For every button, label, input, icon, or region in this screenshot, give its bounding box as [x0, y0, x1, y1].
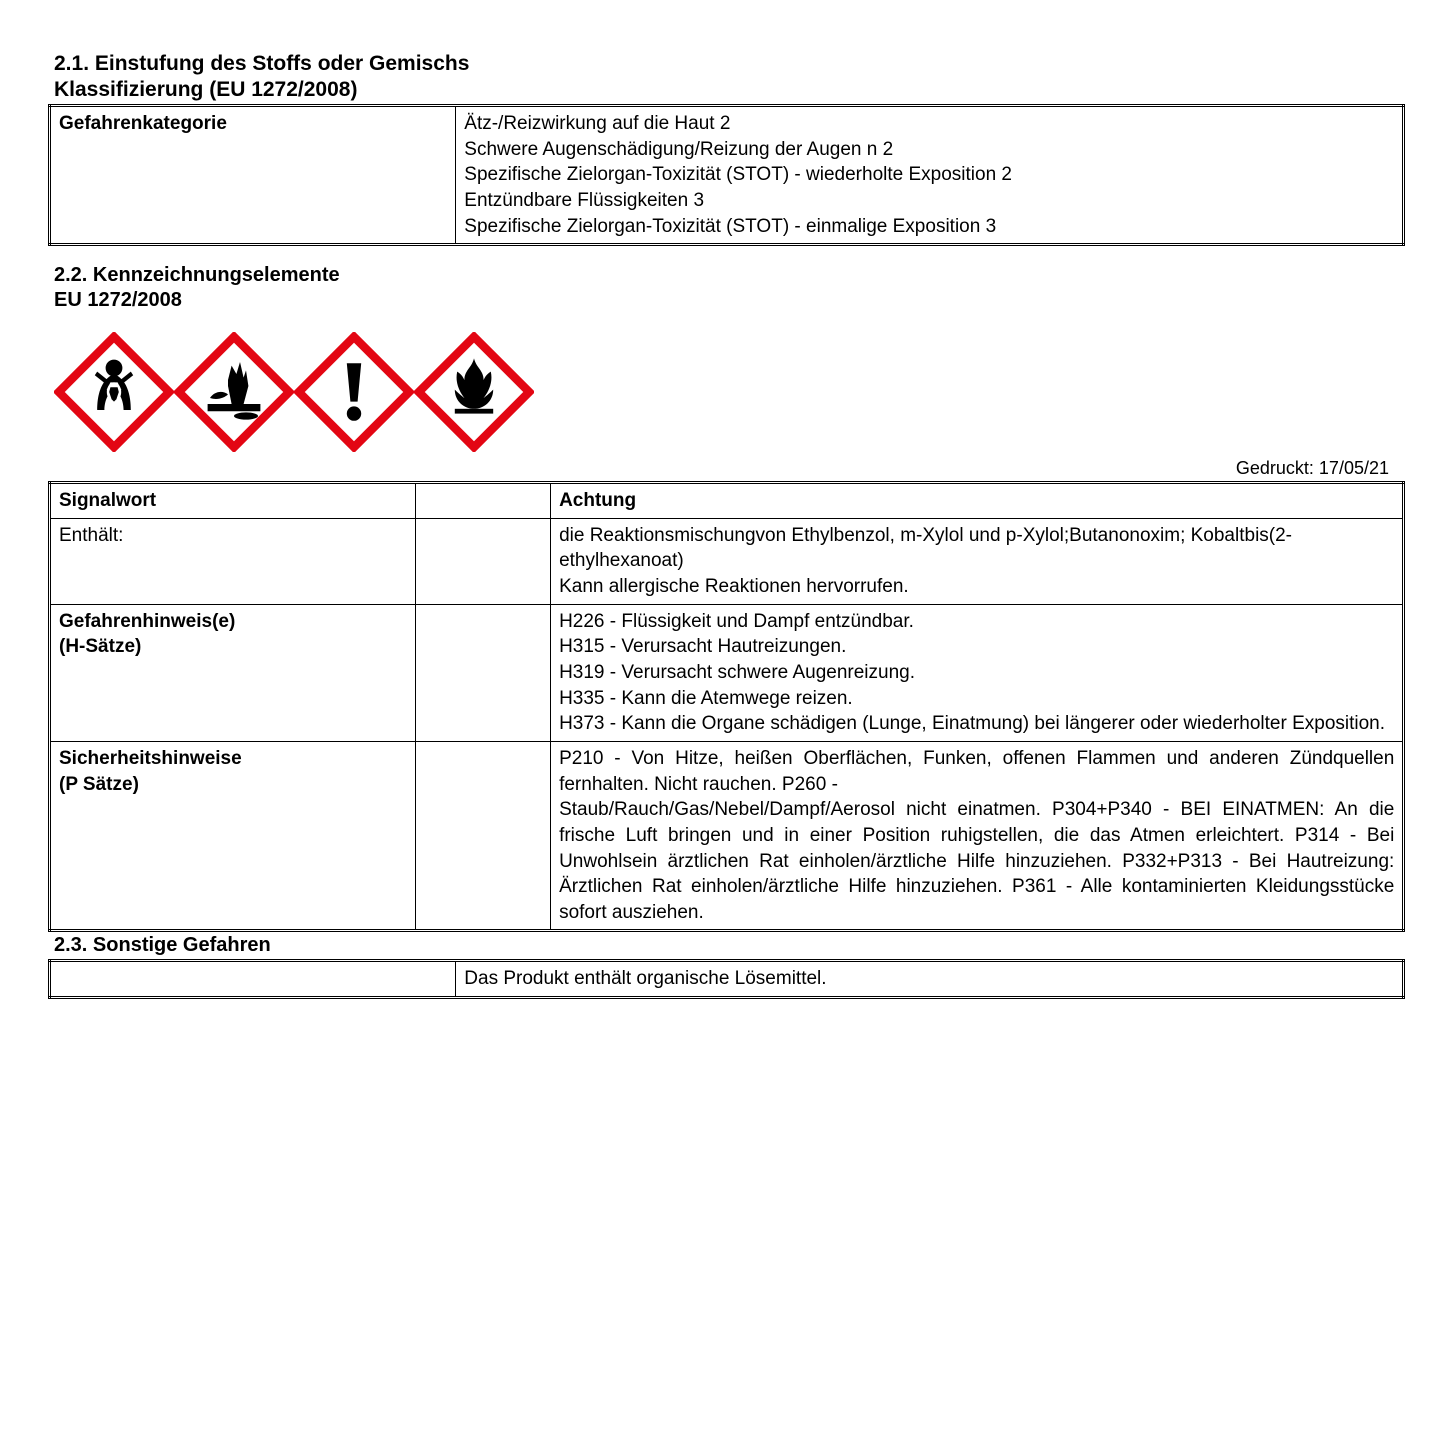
table2-row-value: die Reaktionsmischungvon Ethylbenzol, m-…: [551, 518, 1404, 604]
table2-row-value: Achtung: [551, 483, 1404, 519]
classification-table: Gefahrenkategorie Ätz-/Reizwirkung auf d…: [48, 104, 1405, 246]
printed-date: Gedruckt: 17/05/21: [30, 458, 1389, 479]
table2-row-mid: [415, 483, 550, 519]
table2-row-value: P210 - Von Hitze, heißen Oberflächen, Fu…: [551, 741, 1404, 930]
flame-icon: [414, 332, 534, 452]
health-hazard-icon: [54, 332, 174, 452]
table1-label: Gefahrenkategorie: [50, 106, 456, 245]
section-2-2-subtitle: EU 1272/2008: [54, 289, 1415, 312]
labelling-table: Signalwort Achtung Enthält: die Reaktionsmi…: [48, 481, 1405, 932]
section-2-3-title: 2.3. Sonstige Gefahren: [54, 934, 1415, 957]
table3-value: Das Produkt enthält organische Lösemitte…: [456, 961, 1404, 998]
table2-row-label: Gefahrenhinweis(e) (H-Sätze): [50, 604, 416, 741]
table2-row-mid: [415, 741, 550, 930]
table2-row-mid: [415, 604, 550, 741]
section-2-2-title: 2.2. Kennzeichnungselemente: [54, 264, 1415, 287]
table2-row-label: Sicherheitshinweise (P Sätze): [50, 741, 416, 930]
table2-row-mid: [415, 518, 550, 604]
other-hazards-table: Das Produkt enthält organische Lösemitte…: [48, 959, 1405, 999]
table2-row-value: H226 - Flüssigkeit und Dampf entzündbar.…: [551, 604, 1404, 741]
table2-row-label: Signalwort: [50, 483, 416, 519]
environment-icon: [174, 332, 294, 452]
table1-value: Ätz-/Reizwirkung auf die Haut 2 Schwere …: [456, 106, 1404, 245]
section-2-1-title: 2.1. Einstufung des Stoffs oder Gemischs: [54, 52, 1415, 76]
exclamation-icon: [294, 332, 414, 452]
table3-label: [50, 961, 456, 998]
section-2-1-subtitle: Klassifizierung (EU 1272/2008): [54, 78, 1415, 102]
table2-row-label: Enthält:: [50, 518, 416, 604]
ghs-pictograms: [54, 332, 1415, 452]
